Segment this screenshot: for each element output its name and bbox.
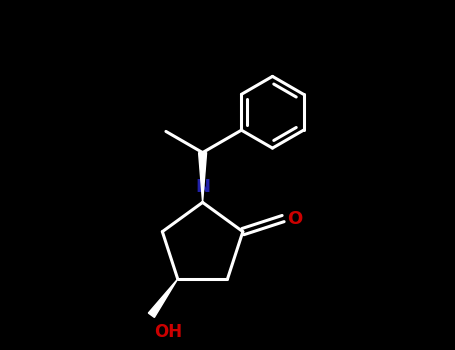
- Polygon shape: [148, 279, 178, 317]
- Text: O: O: [287, 210, 303, 228]
- Polygon shape: [199, 153, 207, 202]
- Text: N: N: [195, 178, 210, 196]
- Text: OH: OH: [154, 323, 182, 341]
